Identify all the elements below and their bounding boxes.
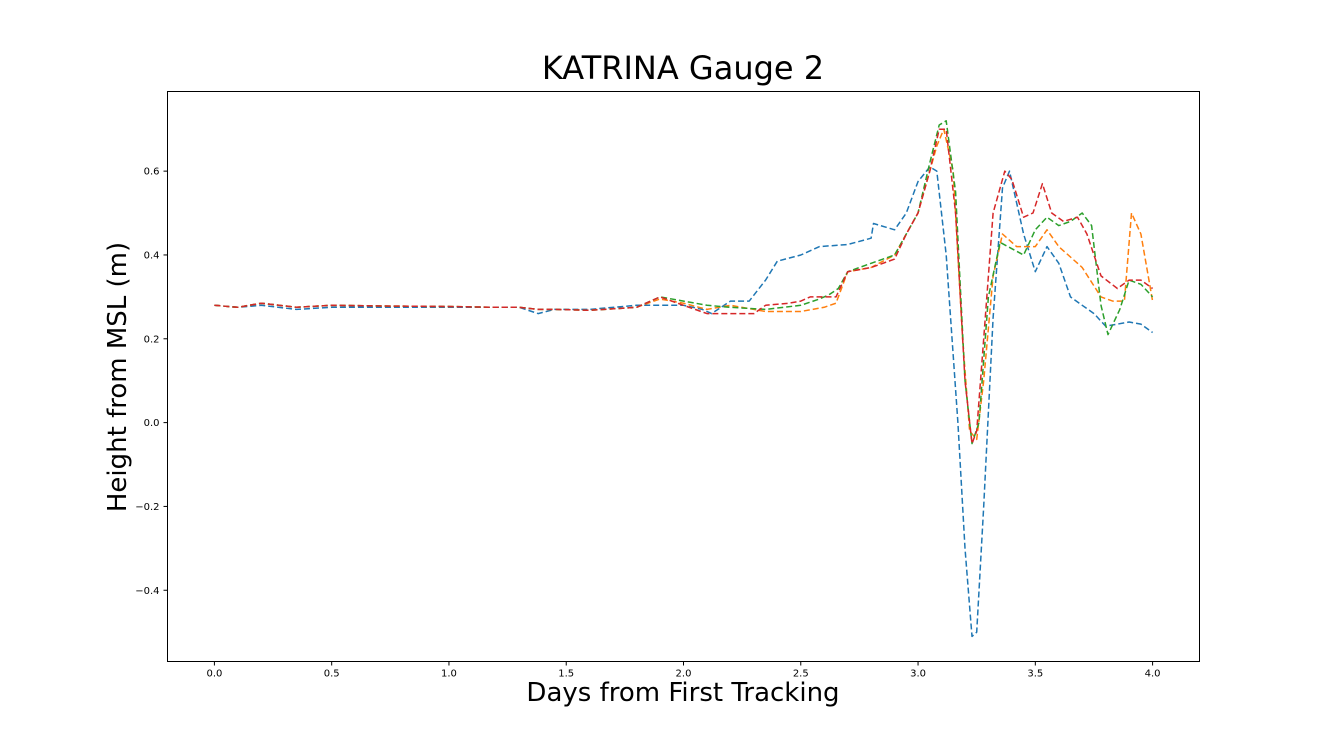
series-line-4 xyxy=(214,128,1154,445)
series-line-1 xyxy=(214,166,1154,638)
series-group xyxy=(214,120,1154,638)
y-tick-label: 0.6 xyxy=(144,167,160,178)
x-tick-label: 1.5 xyxy=(558,669,574,680)
x-axis-label: Days from First Tracking xyxy=(526,678,839,708)
y-tick-label: −0.4 xyxy=(135,586,159,597)
y-axis-label: Height from MSL (m) xyxy=(103,242,133,512)
x-tick-label: 0.5 xyxy=(324,669,340,680)
x-tick-label: 1.0 xyxy=(441,669,457,680)
x-tick-label: 0.0 xyxy=(206,669,222,680)
y-tick-label: −0.2 xyxy=(135,502,159,513)
series-line-3 xyxy=(214,120,1154,445)
x-tick-label: 3.0 xyxy=(910,669,926,680)
x-tick-label: 3.5 xyxy=(1027,669,1043,680)
plot-frame xyxy=(167,91,1200,662)
y-tick-label: 0.2 xyxy=(144,334,160,345)
series-line-2 xyxy=(214,128,1154,441)
x-axis: 0.0 0.5 1.0 1.5 2.0 2.5 3.0 3.5 4.0 xyxy=(206,661,1161,680)
y-axis: −0.4 −0.2 0.0 0.2 0.4 0.6 xyxy=(135,167,168,597)
x-tick-label: 4.0 xyxy=(1145,669,1161,680)
chart-title: KATRINA Gauge 2 xyxy=(542,49,824,87)
y-tick-label: 0.0 xyxy=(144,418,160,429)
y-tick-label: 0.4 xyxy=(144,250,160,261)
x-tick-label: 2.0 xyxy=(676,669,692,680)
x-tick-label: 2.5 xyxy=(793,669,809,680)
